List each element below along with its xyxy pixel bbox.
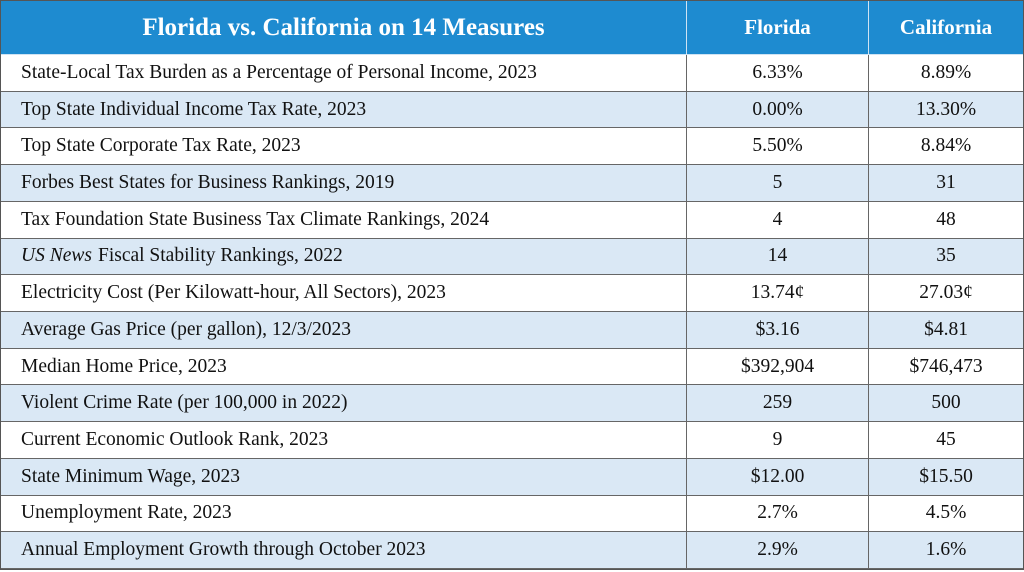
table-title: Florida vs. California on 14 Measures [1, 1, 687, 55]
row-label: Average Gas Price (per gallon), 12/3/202… [1, 312, 687, 349]
italic-label: US News [21, 245, 92, 267]
california-value: $746,473 [869, 349, 1023, 386]
florida-value: 2.9% [687, 532, 869, 569]
california-value: 35 [869, 238, 1023, 276]
row-label: State-Local Tax Burden as a Percentage o… [1, 55, 687, 92]
florida-value: 2.7% [687, 495, 869, 533]
california-value: 45 [869, 422, 1023, 459]
row-label: Top State Individual Income Tax Rate, 20… [1, 91, 687, 129]
florida-value: 13.74¢ [687, 275, 869, 312]
column-header: Florida [687, 1, 869, 55]
florida-value: 0.00% [687, 91, 869, 129]
row-label: Electricity Cost (Per Kilowatt-hour, All… [1, 275, 687, 312]
florida-value: 6.33% [687, 55, 869, 92]
label-text: Fiscal Stability Rankings, 2022 [97, 245, 343, 267]
california-value: 4.5% [869, 496, 1023, 533]
florida-value: 5.50% [687, 128, 869, 166]
row-label: Median Home Price, 2023 [1, 348, 687, 386]
florida-value: 259 [687, 385, 869, 423]
california-value: 31 [869, 165, 1023, 202]
row-label: Violent Crime Rate (per 100,000 in 2022) [1, 385, 687, 423]
row-label: Top State Corporate Tax Rate, 2023 [1, 128, 687, 166]
california-value: 27.03¢ [869, 275, 1023, 312]
florida-value: 14 [687, 238, 869, 276]
row-label: Annual Employment Growth through October… [1, 532, 687, 569]
florida-value: 9 [687, 422, 869, 459]
florida-value: 4 [687, 201, 869, 239]
california-value: 500 [869, 385, 1023, 423]
row-label: Unemployment Rate, 2023 [1, 495, 687, 533]
row-label: Forbes Best States for Business Rankings… [1, 165, 687, 202]
column-header: California [869, 1, 1023, 55]
florida-value: $3.16 [687, 312, 869, 349]
row-label: Current Economic Outlook Rank, 2023 [1, 422, 687, 459]
row-label: State Minimum Wage, 2023 [1, 458, 687, 496]
california-value: $15.50 [869, 458, 1023, 496]
california-value: 48 [869, 202, 1023, 239]
florida-value: 5 [687, 165, 869, 202]
california-value: 8.84% [869, 128, 1023, 166]
california-value: 1.6% [869, 532, 1023, 569]
florida-value: $12.00 [687, 458, 869, 496]
row-label: US News Fiscal Stability Rankings, 2022 [1, 238, 687, 276]
row-label: Tax Foundation State Business Tax Climat… [1, 201, 687, 239]
california-value: 8.89% [869, 55, 1023, 92]
california-value: 13.30% [869, 91, 1023, 129]
california-value: $4.81 [869, 312, 1023, 349]
florida-value: $392,904 [687, 348, 869, 386]
